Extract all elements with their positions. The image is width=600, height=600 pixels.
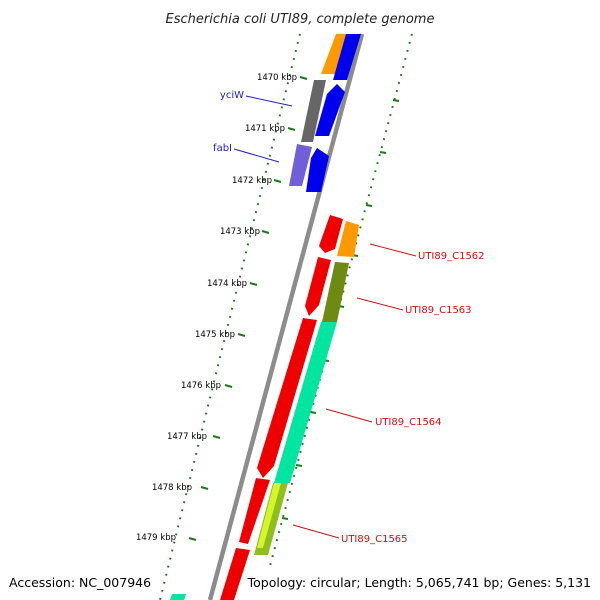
inner-tick-track <box>159 33 301 600</box>
gene-block <box>305 257 331 316</box>
gene-block <box>319 215 343 253</box>
position-label: 1476 kbp <box>181 381 221 391</box>
callout-lines <box>233 95 417 539</box>
callout-line-c1564 <box>325 408 373 423</box>
topology-text: Topology: circular; Length: 5,065,741 bp… <box>247 575 591 590</box>
gene-block <box>322 262 349 322</box>
gene-block <box>301 80 326 142</box>
position-label: 1472 kbp <box>232 176 272 186</box>
gene-labels: yciW fabI UTI89_C1562 UTI89_C1563 UTI89_… <box>213 90 485 545</box>
callout-line-yciw <box>245 95 293 107</box>
position-label: 1475 kbp <box>195 330 235 340</box>
gene-block <box>289 144 312 186</box>
genome-title: Escherichia coli UTI89, complete genome <box>166 12 435 27</box>
callout-line-c1562 <box>369 243 417 257</box>
position-label: 1470 kbp <box>257 73 297 83</box>
position-labels: 1470 kbp 1471 kbp 1472 kbp 1473 kbp 1474… <box>136 73 297 543</box>
gene-block <box>220 548 250 600</box>
position-label: 1477 kbp <box>167 432 207 442</box>
position-label: 1471 kbp <box>245 124 285 134</box>
gene-label-c1565: UTI89_C1565 <box>341 534 408 545</box>
position-label: 1479 kbp <box>136 533 176 543</box>
gene-block <box>333 34 361 80</box>
gene-block <box>274 322 337 483</box>
forward-strand-genes <box>170 34 361 600</box>
callout-line-c1565 <box>292 524 340 539</box>
inner-major-ticks <box>188 76 308 541</box>
accession-text: Accession: NC_007946 <box>9 575 151 590</box>
gene-block <box>257 483 281 548</box>
reverse-strand-genes <box>220 80 343 600</box>
gene-block <box>170 594 186 600</box>
gene-label-fabi: fabI <box>213 143 232 154</box>
position-label: 1474 kbp <box>207 279 247 289</box>
genome-backbone <box>207 33 365 600</box>
callout-line-c1563 <box>356 297 404 311</box>
gene-label-c1563: UTI89_C1563 <box>405 305 472 316</box>
gene-block <box>315 84 345 136</box>
gene-label-c1562: UTI89_C1562 <box>418 251 485 262</box>
gene-block <box>257 318 317 478</box>
position-label: 1473 kbp <box>220 227 260 237</box>
gene-block <box>337 221 359 257</box>
gene-label-c1564: UTI89_C1564 <box>375 417 442 428</box>
position-label: 1478 kbp <box>152 483 192 493</box>
gene-block <box>239 478 270 544</box>
callout-line-fabi <box>233 148 280 163</box>
gene-label-yciw: yciW <box>220 90 244 101</box>
gene-block <box>306 148 329 192</box>
